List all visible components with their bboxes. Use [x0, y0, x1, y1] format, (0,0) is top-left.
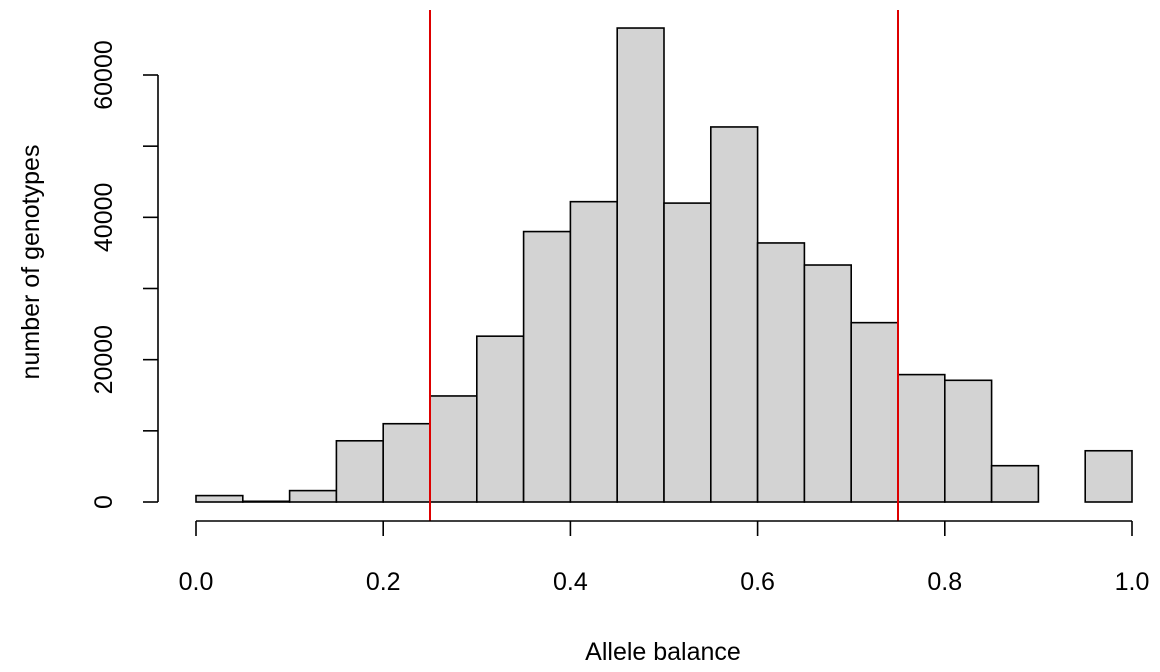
histogram-bar	[990, 464, 1040, 503]
histogram-bar	[850, 321, 899, 503]
histogram-bar	[382, 422, 431, 503]
histogram-bar	[569, 200, 619, 503]
histogram-bar	[756, 242, 806, 503]
y-tick-label: 20000	[90, 325, 118, 395]
histogram-bar	[288, 489, 338, 503]
histogram-bar	[803, 264, 853, 503]
histogram-bar	[522, 230, 572, 503]
histogram-bar	[195, 494, 244, 503]
x-tick-label: 1.0	[1115, 568, 1150, 596]
histogram-bar	[1084, 449, 1133, 503]
x-tick-label: 0.0	[179, 568, 214, 596]
y-tick-label: 0	[90, 495, 118, 509]
reference-lines	[429, 10, 899, 521]
x-axis-title: Allele balance	[585, 638, 741, 666]
histogram-bars	[195, 27, 1133, 503]
histogram-bar	[943, 379, 993, 503]
y-tick-label: 40000	[90, 183, 118, 253]
histogram-bar	[475, 335, 525, 503]
y-axis-title: number of genotypes	[17, 145, 45, 380]
histogram-bar	[663, 202, 712, 503]
y-axis: 0 20000 40000 60000	[90, 40, 159, 509]
histogram-bar	[429, 395, 478, 503]
x-tick-label: 0.6	[740, 568, 775, 596]
x-tick-label: 0.2	[366, 568, 401, 596]
histogram-bar	[709, 126, 759, 503]
x-tick-label: 0.4	[553, 568, 588, 596]
x-axis: 0.0 0.2 0.4 0.6 0.8 1.0	[179, 520, 1150, 596]
histogram-bar	[616, 27, 665, 503]
histogram-bar	[242, 500, 291, 503]
histogram-bar	[335, 439, 384, 503]
histogram-bar	[897, 373, 946, 503]
x-tick-label: 0.8	[927, 568, 962, 596]
y-tick-label: 60000	[90, 40, 118, 110]
